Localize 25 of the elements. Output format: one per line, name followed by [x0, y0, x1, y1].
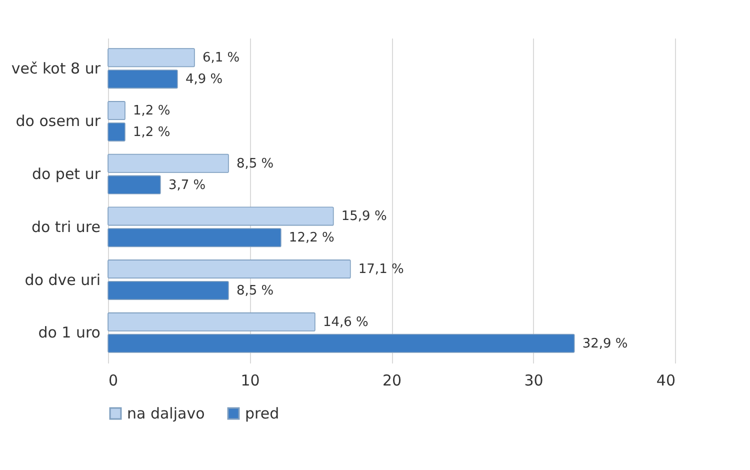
data-label: 6,1 %: [202, 50, 240, 66]
x-tick-label: 40: [656, 372, 676, 390]
data-label: 3,7 %: [168, 178, 206, 193]
data-label: 8,5 %: [236, 156, 274, 172]
y-tick-label: do osem ur: [16, 112, 102, 130]
data-label: 4,9 %: [185, 72, 223, 88]
y-tick-label: do pet ur: [32, 165, 102, 184]
data-label: 12,2 %: [288, 230, 334, 246]
x-tick-label: 30: [524, 372, 544, 390]
x-tick-label: 10: [240, 372, 260, 390]
data-label: 17,1 %: [358, 262, 404, 278]
data-label: 32,9 %: [582, 336, 628, 352]
x-tick-label: 20: [382, 372, 402, 390]
data-label: 1,2 %: [133, 104, 170, 119]
data-label: 8,5 %: [236, 283, 274, 298]
y-tick-label: več kot 8 ur: [11, 59, 102, 78]
data-label: 1,2 %: [133, 124, 170, 140]
y-tick-label: do dve uri: [24, 270, 100, 289]
y-tick-label: do tri ure: [31, 218, 100, 236]
data-label: 14,6 %: [322, 314, 368, 330]
legend-label: pred: [245, 404, 280, 423]
y-tick-label: do 1 uro: [38, 324, 100, 342]
legend-label: na daljavo: [127, 404, 205, 423]
data-label: 15,9 %: [341, 209, 387, 224]
x-tick-label: 0: [108, 372, 118, 390]
